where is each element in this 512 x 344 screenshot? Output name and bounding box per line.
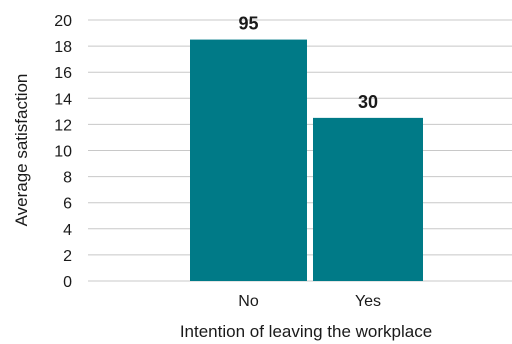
x-axis-label: Intention of leaving the workplace [180,322,432,341]
bar-no [190,39,307,282]
x-tick-labels: No Yes [238,293,381,310]
bar-yes [313,117,423,281]
bars [190,39,423,282]
x-tick-label-yes: Yes [355,293,381,310]
y-tick-label: 2 [63,248,72,265]
data-label-no: 95 [238,14,258,34]
y-tick-label: 8 [63,170,72,187]
y-tick-label: 6 [63,196,72,213]
y-tick-label: 18 [54,39,72,56]
y-tick-label: 0 [63,274,72,291]
data-label-yes: 30 [358,92,378,112]
data-labels: 95 30 [238,14,378,112]
y-tick-labels: 0 2 4 6 8 10 12 14 16 18 20 [54,13,72,291]
y-tick-label: 4 [63,222,72,239]
y-axis-label: Average satisfaction [12,74,31,227]
x-tick-label-no: No [238,293,259,310]
y-tick-label: 20 [54,13,72,30]
y-tick-label: 14 [54,91,72,108]
y-tick-label: 12 [54,117,72,134]
y-tick-label: 16 [54,65,72,82]
y-tick-label: 10 [54,144,72,161]
